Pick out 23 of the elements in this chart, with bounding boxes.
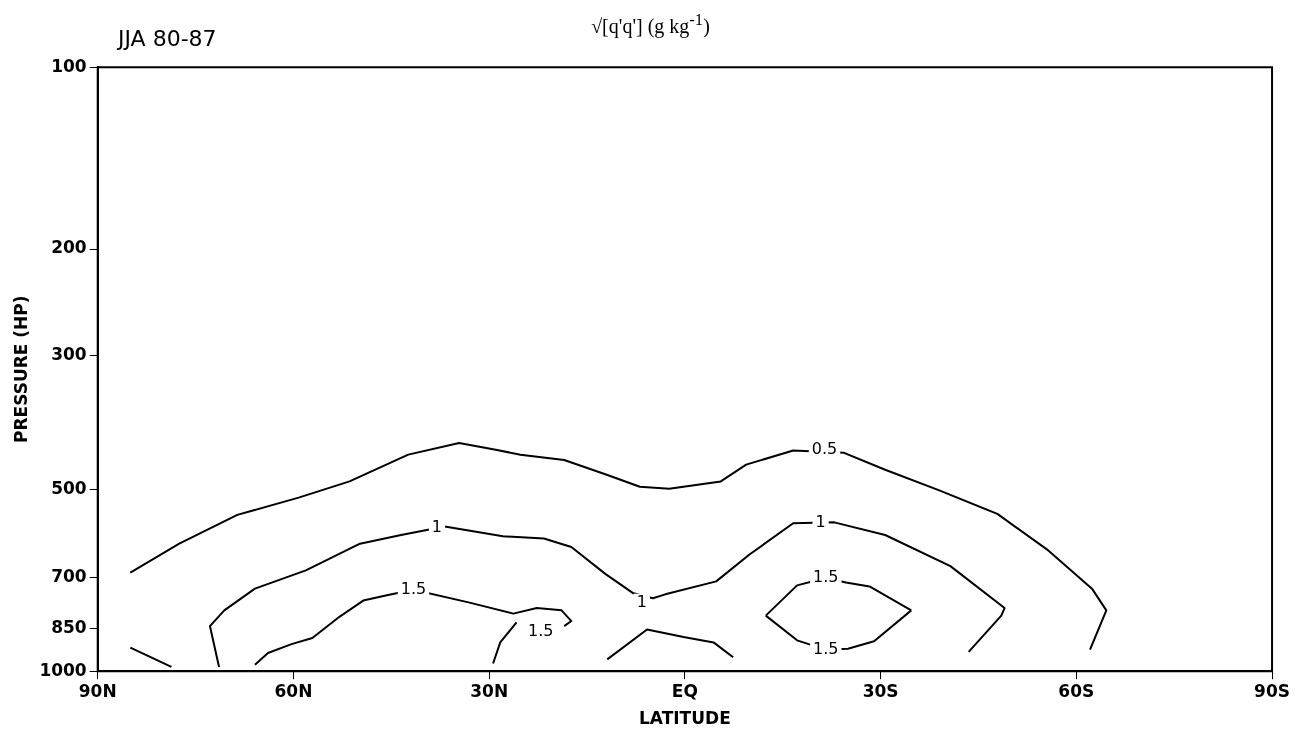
- annotation: 1: [636, 591, 647, 611]
- y-tick-label: 1000: [39, 659, 87, 680]
- chart-title: √[q'q'] (g kg$^{-1}$): [591, 10, 710, 37]
- y-axis-title: PRESSURE (HP): [10, 295, 31, 443]
- annotation: 1: [431, 517, 443, 537]
- y-tick-label: 300: [51, 343, 87, 364]
- x-tick-label: 30S: [862, 680, 899, 701]
- annotation: 0.5: [811, 438, 838, 458]
- y-tick-label: 100: [51, 55, 87, 76]
- x-tick-label: 90N: [78, 680, 117, 701]
- annotation: 1: [815, 511, 826, 531]
- x-axis-title: LATITUDE: [639, 708, 731, 729]
- y-tick-label: 200: [51, 237, 87, 258]
- y-tick-label: 850: [51, 616, 87, 637]
- x-tick-label: 60S: [1058, 680, 1095, 701]
- x-tick-label: 30N: [470, 680, 509, 701]
- x-tick-label: 90S: [1254, 680, 1290, 701]
- x-tick-label: 60N: [274, 680, 313, 701]
- y-tick-label: 700: [51, 566, 87, 587]
- y-tick-label: 500: [51, 477, 87, 498]
- chart-subtitle: JJA 80-87: [118, 26, 217, 51]
- x-tick-label: EQ: [671, 680, 698, 701]
- annotation: 1.5: [527, 620, 554, 640]
